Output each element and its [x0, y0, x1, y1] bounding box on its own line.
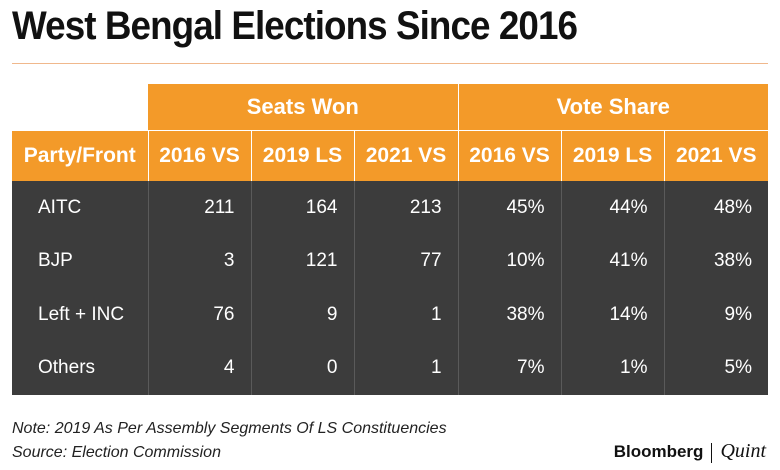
column-header-seats-2019: 2019 LS [250, 130, 354, 181]
column-header-seats-2021: 2021 VS [353, 130, 459, 181]
table-row: BJP 3 121 77 10% 41% 38% [12, 234, 769, 288]
table-row: Others 4 0 1 7% 1% 5% [12, 341, 769, 395]
logo-divider [711, 442, 713, 463]
header-blank-cell [12, 84, 148, 131]
seats-2019-cell: 121 [250, 234, 354, 288]
seats-2016-cell: 76 [147, 288, 251, 342]
party-name: BJP [12, 234, 148, 288]
seats-2021-cell: 213 [353, 181, 459, 235]
seats-2019-cell: 0 [250, 341, 354, 395]
publisher-logo: Bloomberg Quint [614, 440, 766, 463]
table-row: AITC 211 164 213 45% 44% 48% [12, 181, 769, 235]
column-header-vote-2016: 2016 VS [457, 130, 562, 181]
page-title: West Bengal Elections Since 2016 [12, 4, 578, 48]
vote-2021-cell: 9% [663, 288, 769, 342]
vote-2019-cell: 44% [560, 181, 665, 235]
seats-2016-cell: 211 [147, 181, 251, 235]
vote-2016-cell: 10% [457, 234, 562, 288]
party-name: Left + INC [12, 288, 148, 342]
seats-2016-cell: 4 [147, 341, 251, 395]
party-name: AITC [12, 181, 148, 235]
group-header-vote-share: Vote Share [457, 84, 769, 131]
vote-2019-cell: 14% [560, 288, 665, 342]
seats-2019-cell: 9 [250, 288, 354, 342]
table-row: Left + INC 76 9 1 38% 14% 9% [12, 288, 769, 342]
footnote-note: Note: 2019 As Per Assembly Segments Of L… [12, 420, 447, 437]
footnote-source: Source: Election Commission [12, 444, 221, 461]
vote-2019-cell: 41% [560, 234, 665, 288]
vote-2021-cell: 48% [663, 181, 769, 235]
logo-bloomberg: Bloomberg [613, 442, 704, 461]
elections-table: Seats Won Vote Share Party/Front 2016 VS… [12, 84, 769, 396]
vote-2016-cell: 7% [457, 341, 562, 395]
column-header-seats-2016: 2016 VS [147, 130, 251, 181]
group-header-seats-won: Seats Won [148, 84, 459, 131]
logo-quint: Quint [720, 440, 766, 462]
vote-2019-cell: 1% [560, 341, 665, 395]
seats-2021-cell: 1 [353, 288, 459, 342]
vote-2021-cell: 5% [663, 341, 769, 395]
column-header-vote-2019: 2019 LS [560, 130, 665, 181]
seats-2021-cell: 77 [353, 234, 459, 288]
column-header-vote-2021: 2021 VS [663, 130, 769, 181]
seats-2016-cell: 3 [147, 234, 251, 288]
party-name: Others [12, 341, 148, 395]
column-header-party: Party/Front [12, 130, 148, 181]
vote-2021-cell: 38% [663, 234, 769, 288]
seats-2021-cell: 1 [353, 341, 459, 395]
seats-2019-cell: 164 [250, 181, 354, 235]
vote-2016-cell: 45% [457, 181, 562, 235]
vote-2016-cell: 38% [457, 288, 562, 342]
title-divider [12, 63, 768, 64]
